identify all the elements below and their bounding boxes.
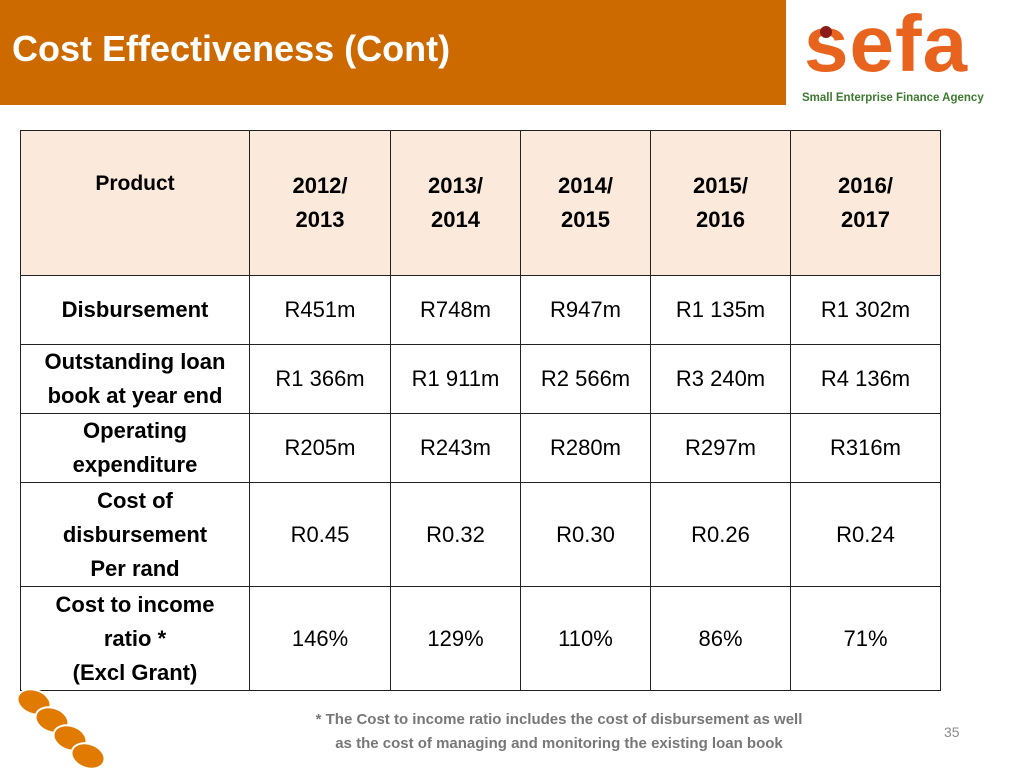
table-cell: R0.24 (790, 482, 941, 587)
table-cell: 86% (650, 586, 791, 691)
footnote-line: * The Cost to income ratio includes the … (315, 711, 803, 728)
table-row: Outstanding loan book at year end R1 366m… (20, 344, 941, 414)
table-row: Operating expenditure R205m R243m R280m R… (20, 413, 941, 483)
header-year: 2012/2013 (249, 130, 391, 276)
title-bar: Cost Effectiveness (Cont) (0, 0, 786, 105)
table-row: Cost of disbursement Per rand R0.45 R0.32 … (20, 482, 941, 587)
row-label: Cost of disbursement Per rand (20, 482, 250, 587)
logo-dot-icon (820, 26, 832, 38)
header-row: Product 2012/2013 2013/2014 2014/2015 20… (20, 130, 941, 276)
table-cell: R280m (520, 413, 651, 483)
table-cell: R0.26 (650, 482, 791, 587)
header-year: 2013/2014 (390, 130, 521, 276)
table-cell: R0.30 (520, 482, 651, 587)
table-cell: R0.45 (249, 482, 391, 587)
table-cell: R2 566m (520, 344, 651, 414)
header-year: 2014/2015 (520, 130, 651, 276)
row-label: Outstanding loan book at year end (20, 344, 250, 414)
table-cell: R1 135m (650, 275, 791, 345)
table-cell: R0.32 (390, 482, 521, 587)
table-cell: 110% (520, 586, 651, 691)
table-cell: 129% (390, 586, 521, 691)
table-cell: R4 136m (790, 344, 941, 414)
logo-wordmark: sefa (804, 0, 969, 88)
table-cell: R1 302m (790, 275, 941, 345)
row-label: Cost to income ratio * (Excl Grant) (20, 586, 250, 691)
sefa-logo: sefa Small Enterprise Finance Agency (790, 0, 1024, 112)
header-year: 2015/2016 (650, 130, 791, 276)
table-cell: 71% (790, 586, 941, 691)
table-cell: R243m (390, 413, 521, 483)
row-label: Disbursement (20, 275, 250, 345)
page-number: 35 (944, 724, 960, 740)
table-cell: 146% (249, 586, 391, 691)
decorative-chain-icon (16, 688, 106, 768)
table-cell: R316m (790, 413, 941, 483)
cost-effectiveness-table: Product 2012/2013 2013/2014 2014/2015 20… (20, 130, 941, 691)
header-year: 2016/2017 (790, 130, 941, 276)
table-cell: R3 240m (650, 344, 791, 414)
chain-link (70, 742, 106, 768)
header-product: Product (20, 130, 250, 276)
table-cell: R297m (650, 413, 791, 483)
slide-title: Cost Effectiveness (Cont) (12, 28, 451, 69)
table-cell: R748m (390, 275, 521, 345)
footnote: * The Cost to income ratio includes the … (270, 708, 848, 756)
table-row: Disbursement R451m R748m R947m R1 135m R… (20, 275, 941, 345)
table-cell: R1 911m (390, 344, 521, 414)
table-cell: R205m (249, 413, 391, 483)
logo-tagline: Small Enterprise Finance Agency (802, 92, 984, 104)
table-cell: R451m (249, 275, 391, 345)
table-row: Cost to income ratio * (Excl Grant) 146% 1… (20, 586, 941, 691)
footnote-line: as the cost of managing and monitoring t… (335, 735, 783, 752)
table-cell: R1 366m (249, 344, 391, 414)
row-label: Operating expenditure (20, 413, 250, 483)
table-cell: R947m (520, 275, 651, 345)
